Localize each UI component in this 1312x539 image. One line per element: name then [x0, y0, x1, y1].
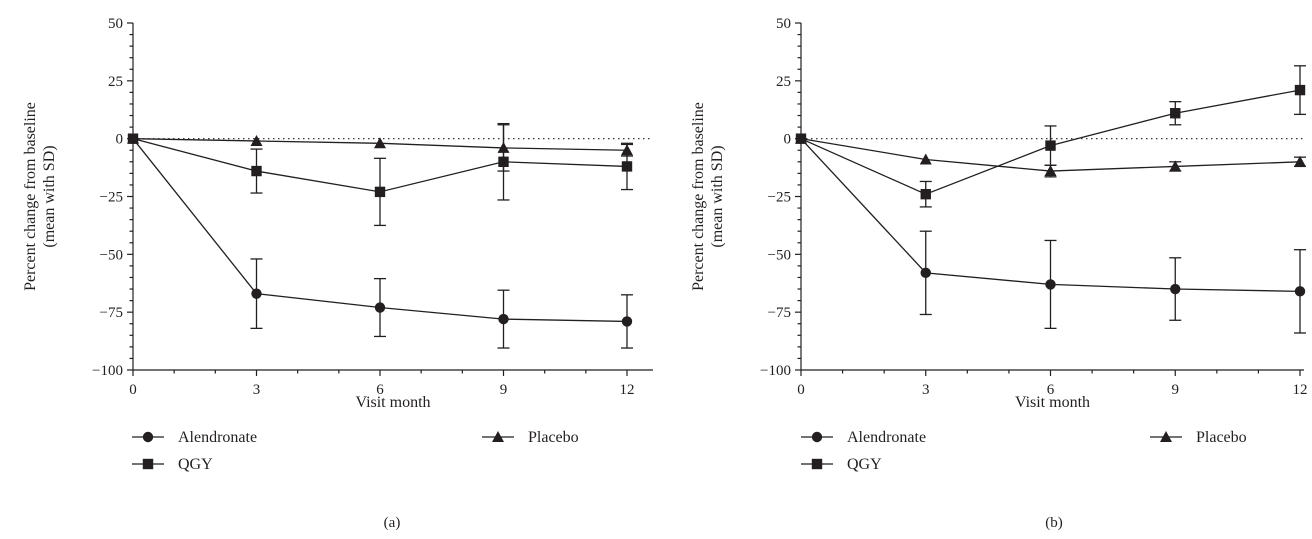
legend-qgy-marker: [142, 458, 154, 470]
panel-b-chart: 50 25 0 −25 −50 −75 −100 0 3 6 9 12 Visit month Perce…: [690, 16, 1308, 531]
y-tick-label: 0: [784, 132, 792, 148]
y-tick-label: 25: [776, 74, 791, 90]
y-axis-title-line2: (mean with SD): [709, 145, 726, 247]
qgy-data-point: [920, 188, 931, 200]
y-tick-label: 50: [108, 16, 123, 32]
legend-qgy-label: QGY: [178, 456, 213, 473]
x-axis-title: Visit month: [1015, 394, 1090, 411]
x-tick-label: 3: [253, 382, 261, 398]
legend-placebo-marker: [492, 431, 504, 442]
legend-alendronate-label: Alendronate: [847, 429, 926, 446]
legend-alendronate-label: Alendronate: [178, 429, 257, 446]
legend-qgy-label: QGY: [847, 456, 882, 473]
qgy-data-point: [1170, 108, 1181, 119]
y-tick-label: −100: [760, 363, 791, 379]
placebo-data-point: [1169, 160, 1182, 172]
placebo-data-point: [374, 137, 386, 149]
y-tick-label: −75: [768, 305, 791, 321]
placebo-data-point: [497, 141, 510, 153]
qgy-data-point: [1294, 84, 1306, 96]
alendronate-data-point: [1045, 279, 1056, 290]
alendronate-data-point: [1294, 286, 1306, 297]
x-tick-label: 9: [500, 382, 508, 398]
panel-label: (a): [384, 515, 401, 531]
x-tick-label: 12: [1293, 382, 1308, 398]
y-tick-label: −25: [768, 190, 791, 206]
placebo-data-point: [919, 153, 932, 165]
qgy-data-point: [251, 165, 262, 177]
y-axis-title-line1: Percent change from baseline: [690, 102, 707, 291]
placebo-data-point: [250, 134, 263, 146]
y-tick-label: −50: [768, 247, 791, 263]
y-tick-label: −25: [100, 190, 123, 206]
placebo-data-point: [1294, 155, 1306, 167]
alendronate-data-point: [621, 316, 633, 327]
qgy-data-point: [374, 186, 386, 198]
y-tick-label: −75: [100, 305, 123, 321]
y-tick-label: 50: [776, 16, 791, 32]
y-tick-label: 25: [108, 74, 123, 90]
alendronate-data-point: [374, 302, 386, 313]
panel-label: (b): [1045, 515, 1063, 531]
legend-qgy-marker: [811, 458, 823, 470]
alendronate-data-point: [498, 313, 509, 325]
y-tick-label: −100: [92, 363, 123, 379]
qgy-data-point: [621, 161, 633, 172]
placebo-data-point: [621, 144, 633, 156]
x-tick-label: 12: [620, 382, 635, 398]
legend-placebo-label: Placebo: [1196, 429, 1247, 446]
y-axis-title-line1: Percent change from baseline: [22, 102, 39, 291]
y-tick-label: −50: [100, 247, 123, 263]
placebo-data-point: [127, 132, 139, 144]
legend-alendronate-marker: [811, 431, 823, 443]
x-tick-label: 3: [922, 382, 930, 398]
y-tick-label: 0: [116, 132, 124, 148]
x-tick-label: 6: [376, 382, 384, 398]
alendronate-data-point: [251, 288, 262, 299]
legend-placebo-label: Placebo: [528, 429, 579, 446]
alendronate-data-point: [1170, 283, 1181, 295]
x-tick-label: 6: [1047, 382, 1055, 398]
alendronate-data-point: [920, 267, 931, 279]
x-axis-title: Visit month: [355, 394, 430, 411]
x-tick-label: 9: [1172, 382, 1180, 398]
y-axis-title-line2: (mean with SD): [41, 145, 58, 247]
placebo-data-point: [795, 132, 807, 144]
x-tick-label: 0: [797, 382, 805, 398]
legend-placebo-marker: [1160, 431, 1172, 442]
legend-alendronate-marker: [142, 431, 154, 443]
panel-a-chart: 50 25 0 −25 −50 −75 −100 0 3 6 9 12 Visit month Perce…: [22, 16, 653, 531]
x-tick-label: 0: [129, 382, 137, 398]
placebo-data-point: [1044, 165, 1057, 177]
qgy-data-point: [1045, 140, 1056, 151]
